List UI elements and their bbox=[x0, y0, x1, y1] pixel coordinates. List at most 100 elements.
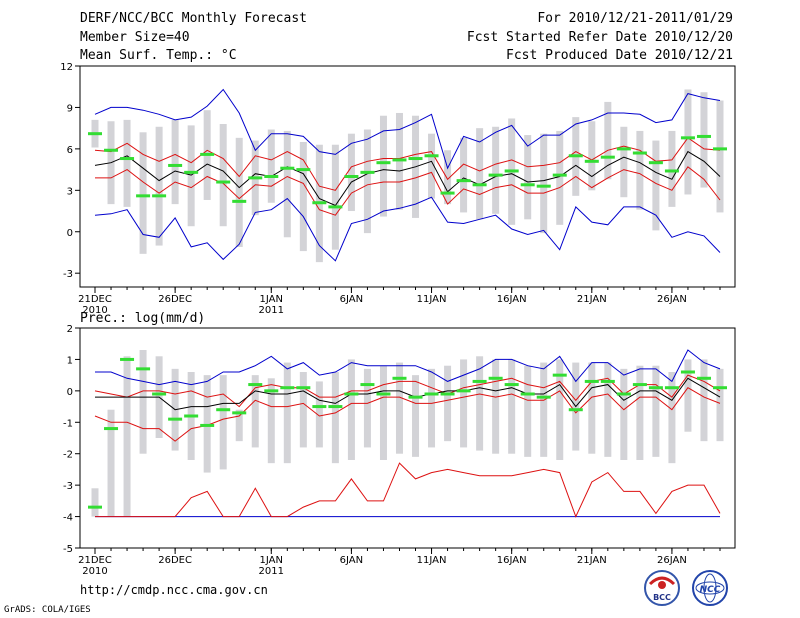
observed-marker-p2-d18 bbox=[360, 383, 375, 387]
observed-marker-p2-d3 bbox=[120, 357, 135, 361]
series-line-mean-p1 bbox=[94, 150, 721, 207]
x-tick-label-p2-6JAN: 6JAN bbox=[340, 555, 363, 566]
spread-bar-p1-d3 bbox=[123, 119, 131, 207]
spread-bar-p2-d26 bbox=[492, 359, 500, 454]
x-tick-sublabel-p2-21DEC: 2010 bbox=[82, 566, 107, 577]
observed-marker-p1-d28 bbox=[520, 183, 535, 187]
series-line-min-p1 bbox=[94, 196, 721, 262]
observed-marker-p1-d7 bbox=[184, 170, 199, 174]
observed-marker-p1-d6 bbox=[168, 163, 183, 167]
x-tick-label-p1-1JAN: 1JAN bbox=[260, 294, 283, 305]
observed-marker-p2-d36 bbox=[648, 386, 663, 390]
spread-bar-p2-d17 bbox=[347, 359, 355, 460]
observed-marker-p2-d14 bbox=[296, 386, 311, 390]
observed-marker-p2-d17 bbox=[344, 392, 359, 396]
member-size: Member Size=40 bbox=[80, 30, 190, 45]
observed-marker-p2-d30 bbox=[552, 373, 567, 377]
y-tick-label-p2--3: -3 bbox=[63, 481, 73, 492]
observed-marker-p2-d32 bbox=[584, 379, 599, 383]
observed-marker-p1-d32 bbox=[584, 159, 599, 163]
observed-marker-p1-d22 bbox=[424, 154, 439, 158]
observed-marker-p2-d28 bbox=[520, 392, 535, 396]
spread-bar-p1-d39 bbox=[700, 92, 708, 188]
spread-bar-p1-d16 bbox=[331, 144, 339, 250]
observed-marker-p2-d6 bbox=[168, 417, 183, 421]
bcc-logo: BCC bbox=[644, 570, 680, 606]
spread-bar-p2-d2 bbox=[107, 409, 115, 517]
observed-marker-p1-d18 bbox=[360, 170, 375, 174]
spread-bar-p2-d37 bbox=[668, 372, 676, 464]
observed-marker-p1-d15 bbox=[312, 201, 327, 205]
observed-marker-p2-d15 bbox=[312, 405, 327, 409]
observed-marker-p1-d9 bbox=[216, 180, 231, 184]
observed-marker-p2-d16 bbox=[328, 405, 343, 409]
observed-marker-p1-d24 bbox=[456, 179, 471, 183]
spread-bar-p1-d18 bbox=[363, 129, 371, 234]
spread-bar-p2-d1 bbox=[91, 488, 99, 517]
y-tick-label-p2--4: -4 bbox=[63, 513, 73, 524]
logos: BCC NCC bbox=[644, 570, 728, 606]
spread-bar-p1-d13 bbox=[283, 130, 291, 238]
produced-date: Fcst Produced Date 2010/12/21 bbox=[506, 48, 733, 63]
spread-bar-p1-d26 bbox=[492, 126, 500, 214]
observed-marker-p1-d31 bbox=[568, 154, 583, 158]
spread-bar-p1-d33 bbox=[604, 101, 612, 180]
observed-marker-p1-d2 bbox=[104, 148, 119, 152]
observed-marker-p2-d21 bbox=[408, 395, 423, 399]
x-tick-label-p2-11JAN: 11JAN bbox=[417, 555, 447, 566]
observed-marker-p1-d4 bbox=[136, 194, 151, 198]
spread-bar-p1-d38 bbox=[684, 89, 692, 195]
observed-marker-p1-d23 bbox=[440, 191, 455, 195]
observed-marker-p1-d13 bbox=[280, 166, 295, 170]
observed-marker-p1-d10 bbox=[232, 199, 247, 203]
observed-marker-p1-d35 bbox=[632, 151, 647, 155]
observed-marker-p2-d13 bbox=[280, 386, 295, 390]
observed-marker-p1-d3 bbox=[120, 157, 135, 161]
x-tick-label-p1-21DEC: 21DEC bbox=[78, 294, 112, 305]
ncc-logo-text: NCC bbox=[700, 585, 721, 595]
observed-marker-p1-d26 bbox=[488, 173, 503, 177]
spread-bar-p1-d36 bbox=[652, 140, 660, 231]
x-tick-label-p2-26JAN: 26JAN bbox=[657, 555, 687, 566]
spread-bar-p1-d4 bbox=[139, 132, 147, 254]
observed-marker-p1-d5 bbox=[152, 194, 167, 198]
observed-marker-p2-d26 bbox=[488, 376, 503, 380]
observed-marker-p1-d14 bbox=[296, 168, 311, 172]
spread-bar-p1-d40 bbox=[716, 100, 724, 213]
observed-marker-p1-d40 bbox=[713, 147, 727, 151]
spread-bar-p1-d10 bbox=[235, 137, 243, 247]
bcc-logo-text: BCC bbox=[653, 593, 671, 602]
series-line-mean-p2 bbox=[95, 377, 721, 411]
series-line-max-p1 bbox=[94, 88, 721, 170]
spread-bar-p1-d6 bbox=[171, 119, 179, 205]
spread-bar-p2-d11 bbox=[251, 375, 259, 448]
source-url[interactable]: http://cmdp.ncc.cma.gov.cn bbox=[80, 583, 268, 597]
spread-bar-p2-d27 bbox=[508, 359, 516, 454]
spread-bar-p2-d19 bbox=[379, 365, 387, 460]
grads-credit: GrADS: COLA/IGES bbox=[4, 605, 91, 615]
y-tick-label-p1--3: -3 bbox=[63, 269, 73, 280]
spread-bar-p2-d32 bbox=[588, 362, 596, 454]
x-tick-sublabel-p1-1JAN: 2011 bbox=[259, 305, 284, 316]
spread-bar-p2-d18 bbox=[363, 368, 371, 448]
y-tick-label-p2--1: -1 bbox=[63, 418, 73, 429]
y-tick-label-p1-12: 12 bbox=[60, 62, 73, 73]
spread-bar-p1-d22 bbox=[428, 133, 436, 199]
plot-frame-p1 bbox=[79, 65, 736, 288]
spread-bar-p1-d37 bbox=[668, 130, 676, 207]
observed-marker-p1-d30 bbox=[552, 173, 567, 177]
y-tick-label-p2--5: -5 bbox=[63, 544, 73, 555]
spread-bar-p2-d38 bbox=[684, 359, 692, 432]
spread-bar-p1-d32 bbox=[588, 121, 596, 191]
observed-marker-p2-d37 bbox=[664, 386, 679, 390]
observed-marker-p1-d17 bbox=[344, 175, 359, 178]
observed-marker-p1-d19 bbox=[376, 161, 391, 165]
observed-marker-p1-d33 bbox=[600, 155, 615, 159]
observed-marker-p2-d9 bbox=[216, 408, 231, 412]
spread-bar-p2-d15 bbox=[315, 381, 323, 448]
spread-bar-p1-d29 bbox=[540, 133, 548, 234]
spread-bar-p1-d19 bbox=[379, 115, 387, 217]
observed-marker-p1-d11 bbox=[248, 176, 263, 180]
spread-bar-p2-d10 bbox=[235, 409, 243, 442]
x-tick-label-p2-21JAN: 21JAN bbox=[577, 555, 607, 566]
